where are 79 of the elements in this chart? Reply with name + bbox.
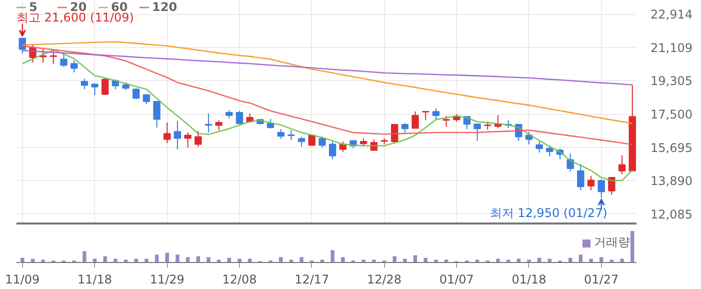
candlestick bbox=[102, 78, 109, 96]
candlestick bbox=[598, 178, 605, 199]
x-tick-label: 01/27 bbox=[584, 272, 619, 286]
bar bbox=[362, 260, 366, 262]
legend-label: 거래량 bbox=[594, 234, 630, 251]
y-tick-label: 15,695 bbox=[650, 140, 692, 155]
candlestick bbox=[328, 141, 336, 160]
y-tick-label: 12,085 bbox=[650, 207, 692, 222]
x-tick-label: 12/28 bbox=[366, 272, 402, 286]
candlestick bbox=[288, 130, 295, 141]
candlestick bbox=[184, 132, 192, 148]
bar bbox=[434, 260, 438, 262]
bar bbox=[403, 258, 407, 262]
bar bbox=[82, 251, 86, 262]
y-tick-label: 17,500 bbox=[650, 108, 692, 122]
bar bbox=[206, 257, 210, 262]
candlestick bbox=[174, 120, 182, 150]
candlestick bbox=[215, 120, 222, 131]
bar bbox=[238, 258, 242, 262]
bar bbox=[496, 258, 500, 262]
legend-label: 120 bbox=[152, 0, 178, 14]
x-tick-label: 12/08 bbox=[222, 272, 257, 286]
candlestick bbox=[566, 153, 574, 172]
bar bbox=[630, 231, 634, 262]
bar bbox=[424, 258, 428, 262]
candlestick bbox=[194, 130, 202, 148]
candlestick bbox=[80, 78, 88, 90]
x-tick-label: 11/09 bbox=[5, 272, 40, 286]
candlestick bbox=[60, 52, 68, 68]
bar bbox=[372, 260, 376, 262]
candlestick bbox=[432, 108, 440, 120]
candlestick bbox=[608, 177, 616, 196]
candlestick bbox=[204, 112, 212, 133]
candlestick bbox=[91, 83, 98, 96]
bar bbox=[392, 256, 396, 262]
bar bbox=[114, 258, 118, 262]
candlestick bbox=[618, 154, 626, 175]
y-tick-label: 19,305 bbox=[650, 74, 692, 88]
bar bbox=[144, 258, 148, 262]
candlestick bbox=[70, 60, 78, 73]
candlestick bbox=[536, 141, 543, 154]
candlestick bbox=[412, 110, 419, 129]
candlestick bbox=[401, 122, 409, 133]
candlestick bbox=[153, 100, 160, 128]
bar bbox=[578, 254, 583, 262]
bar bbox=[103, 256, 107, 262]
candlestick bbox=[164, 122, 171, 144]
candlestick bbox=[474, 124, 481, 142]
candlestick bbox=[318, 136, 326, 148]
candlestick bbox=[266, 118, 274, 130]
candlestick bbox=[236, 110, 244, 124]
candlestick bbox=[277, 128, 284, 140]
bar bbox=[330, 250, 334, 262]
candlestick bbox=[546, 145, 554, 157]
candlestick bbox=[442, 115, 450, 128]
bar bbox=[165, 252, 169, 262]
bar bbox=[176, 254, 180, 262]
candlestick bbox=[577, 164, 584, 191]
y-tick-label: 13,890 bbox=[650, 174, 692, 188]
bar bbox=[527, 260, 531, 262]
annotation: 최저 12,950 (01/27) bbox=[490, 206, 608, 220]
y-tick-label: 22,914 bbox=[650, 8, 692, 22]
bar bbox=[154, 254, 159, 262]
bar bbox=[620, 258, 624, 262]
bar bbox=[589, 258, 593, 262]
x-tick-label: 11/29 bbox=[150, 272, 184, 286]
candlestick bbox=[298, 136, 306, 148]
candlestick bbox=[39, 48, 47, 64]
candlestick bbox=[587, 175, 595, 191]
bar bbox=[20, 258, 24, 262]
x-tick-label: 11/18 bbox=[77, 272, 112, 286]
x-tick-label: 12/17 bbox=[294, 272, 330, 286]
candlestick bbox=[132, 88, 140, 100]
bar bbox=[41, 260, 45, 262]
y-tick-label: 21,109 bbox=[650, 40, 692, 55]
bar bbox=[300, 257, 304, 262]
x-tick-label: 01/18 bbox=[512, 272, 546, 286]
x-tick-label: 01/07 bbox=[439, 272, 474, 286]
candlestick bbox=[50, 50, 58, 65]
